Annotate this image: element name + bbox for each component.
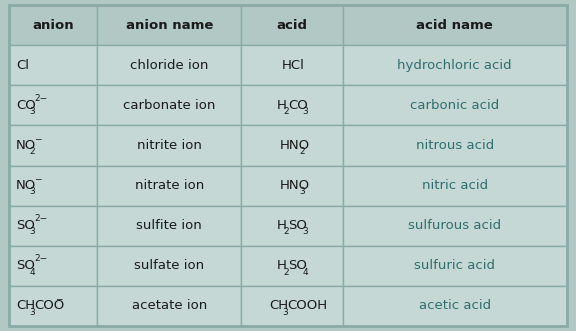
Text: 3: 3 bbox=[30, 307, 36, 316]
Text: −: − bbox=[35, 134, 42, 143]
Text: SO: SO bbox=[289, 259, 308, 272]
Text: SO: SO bbox=[16, 219, 35, 232]
Bar bbox=[241, 286, 343, 326]
Bar bbox=[343, 5, 567, 45]
Text: 2: 2 bbox=[284, 227, 289, 236]
Text: nitrite ion: nitrite ion bbox=[137, 139, 202, 152]
Bar bbox=[9, 5, 97, 45]
Text: 2−: 2− bbox=[35, 94, 48, 103]
Text: 3: 3 bbox=[302, 107, 308, 116]
Text: sulfuric acid: sulfuric acid bbox=[414, 259, 495, 272]
Text: H: H bbox=[277, 99, 287, 112]
Text: acetate ion: acetate ion bbox=[131, 299, 207, 312]
Bar bbox=[9, 166, 97, 206]
Text: Cl: Cl bbox=[16, 59, 29, 72]
Text: CO: CO bbox=[289, 99, 308, 112]
Bar bbox=[97, 125, 241, 166]
Text: 3: 3 bbox=[283, 307, 289, 316]
Text: acid name: acid name bbox=[416, 19, 493, 32]
Bar bbox=[241, 246, 343, 286]
Text: CH: CH bbox=[16, 299, 35, 312]
Text: HNO: HNO bbox=[279, 179, 309, 192]
Text: H: H bbox=[277, 259, 287, 272]
Text: 2−: 2− bbox=[35, 214, 48, 223]
Text: carbonic acid: carbonic acid bbox=[410, 99, 499, 112]
Bar bbox=[9, 286, 97, 326]
Text: 3: 3 bbox=[30, 187, 36, 196]
Text: NO: NO bbox=[16, 139, 36, 152]
Text: 4: 4 bbox=[302, 267, 308, 276]
Bar bbox=[343, 125, 567, 166]
Bar bbox=[241, 166, 343, 206]
Text: anion: anion bbox=[32, 19, 74, 32]
Bar bbox=[343, 45, 567, 85]
Bar bbox=[343, 166, 567, 206]
Text: H: H bbox=[277, 219, 287, 232]
Text: SO: SO bbox=[16, 259, 35, 272]
Text: 2−: 2− bbox=[35, 254, 48, 263]
Bar bbox=[343, 246, 567, 286]
Text: nitrate ion: nitrate ion bbox=[135, 179, 204, 192]
Text: sulfurous acid: sulfurous acid bbox=[408, 219, 501, 232]
Text: 2: 2 bbox=[30, 147, 35, 156]
Text: COOH: COOH bbox=[287, 299, 328, 312]
Bar bbox=[9, 125, 97, 166]
Text: 3: 3 bbox=[30, 107, 36, 116]
Text: COO: COO bbox=[35, 299, 65, 312]
Text: SO: SO bbox=[289, 219, 308, 232]
Text: hydrochloric acid: hydrochloric acid bbox=[397, 59, 512, 72]
Text: chloride ion: chloride ion bbox=[130, 59, 209, 72]
Text: nitrous acid: nitrous acid bbox=[416, 139, 494, 152]
Text: 2: 2 bbox=[284, 267, 289, 276]
Text: HNO: HNO bbox=[279, 139, 309, 152]
Bar bbox=[97, 166, 241, 206]
Bar bbox=[241, 45, 343, 85]
Bar bbox=[9, 85, 97, 125]
Bar bbox=[9, 206, 97, 246]
Text: 3: 3 bbox=[300, 187, 305, 196]
Text: CH: CH bbox=[269, 299, 288, 312]
Bar bbox=[241, 125, 343, 166]
Text: 4: 4 bbox=[30, 267, 35, 276]
Bar bbox=[97, 246, 241, 286]
Bar bbox=[241, 85, 343, 125]
Bar bbox=[9, 246, 97, 286]
Text: 3: 3 bbox=[30, 227, 36, 236]
Text: 3: 3 bbox=[302, 227, 308, 236]
Bar bbox=[343, 286, 567, 326]
Bar bbox=[343, 85, 567, 125]
Bar bbox=[97, 206, 241, 246]
Text: acid: acid bbox=[276, 19, 308, 32]
Bar bbox=[9, 45, 97, 85]
Bar bbox=[97, 286, 241, 326]
Text: 2: 2 bbox=[284, 107, 289, 116]
Text: sulfate ion: sulfate ion bbox=[134, 259, 204, 272]
Text: sulfite ion: sulfite ion bbox=[137, 219, 202, 232]
Bar bbox=[343, 206, 567, 246]
Text: −: − bbox=[55, 294, 62, 303]
Text: NO: NO bbox=[16, 179, 36, 192]
Text: CO: CO bbox=[16, 99, 36, 112]
Text: HCl: HCl bbox=[282, 59, 305, 72]
Text: anion name: anion name bbox=[126, 19, 213, 32]
Text: acetic acid: acetic acid bbox=[419, 299, 491, 312]
Bar bbox=[97, 45, 241, 85]
Text: nitric acid: nitric acid bbox=[422, 179, 488, 192]
Bar bbox=[241, 5, 343, 45]
Bar bbox=[241, 206, 343, 246]
Bar bbox=[97, 85, 241, 125]
Text: 2: 2 bbox=[300, 147, 305, 156]
Bar bbox=[97, 5, 241, 45]
Text: −: − bbox=[35, 174, 42, 183]
Text: carbonate ion: carbonate ion bbox=[123, 99, 215, 112]
